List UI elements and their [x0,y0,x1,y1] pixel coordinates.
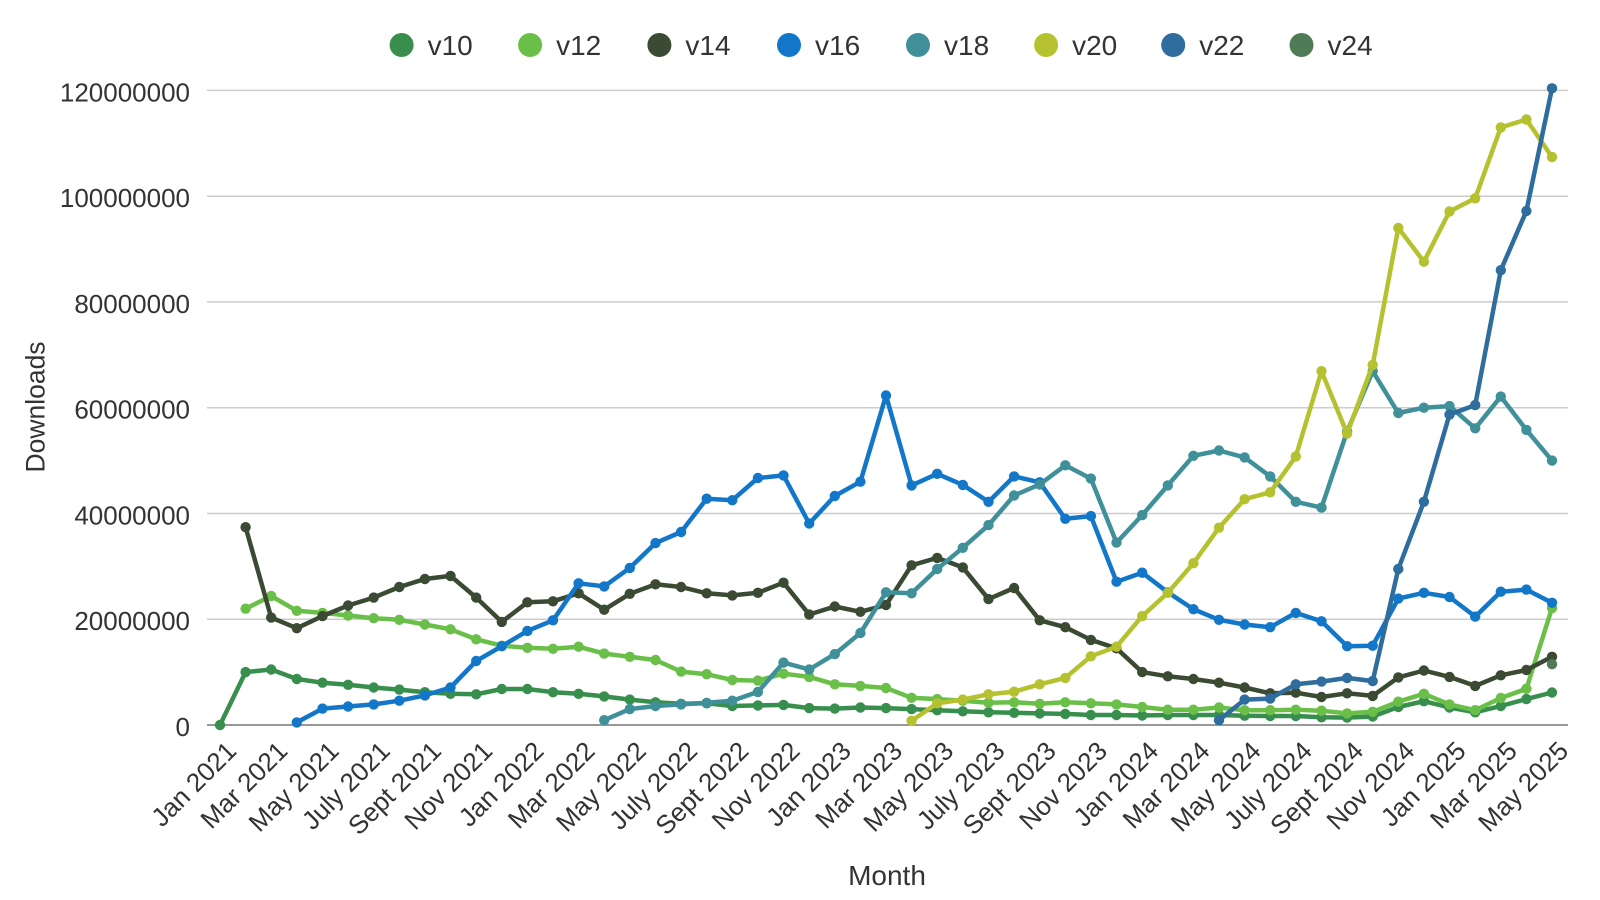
svg-text:0: 0 [176,712,190,742]
svg-text:Month: Month [848,860,926,891]
svg-text:v18: v18 [944,30,989,61]
svg-text:60000000: 60000000 [74,395,190,425]
svg-text:v16: v16 [815,30,860,61]
svg-text:v24: v24 [1328,30,1373,61]
svg-text:v10: v10 [428,30,473,61]
svg-text:40000000: 40000000 [74,501,190,531]
svg-text:100000000: 100000000 [60,183,190,213]
svg-text:v12: v12 [556,30,601,61]
svg-text:80000000: 80000000 [74,289,190,319]
svg-text:Downloads: Downloads [21,341,51,472]
svg-text:v22: v22 [1199,30,1244,61]
svg-text:20000000: 20000000 [74,606,190,636]
svg-text:v20: v20 [1072,30,1117,61]
svg-text:120000000: 120000000 [60,77,190,107]
svg-text:v14: v14 [685,30,730,61]
